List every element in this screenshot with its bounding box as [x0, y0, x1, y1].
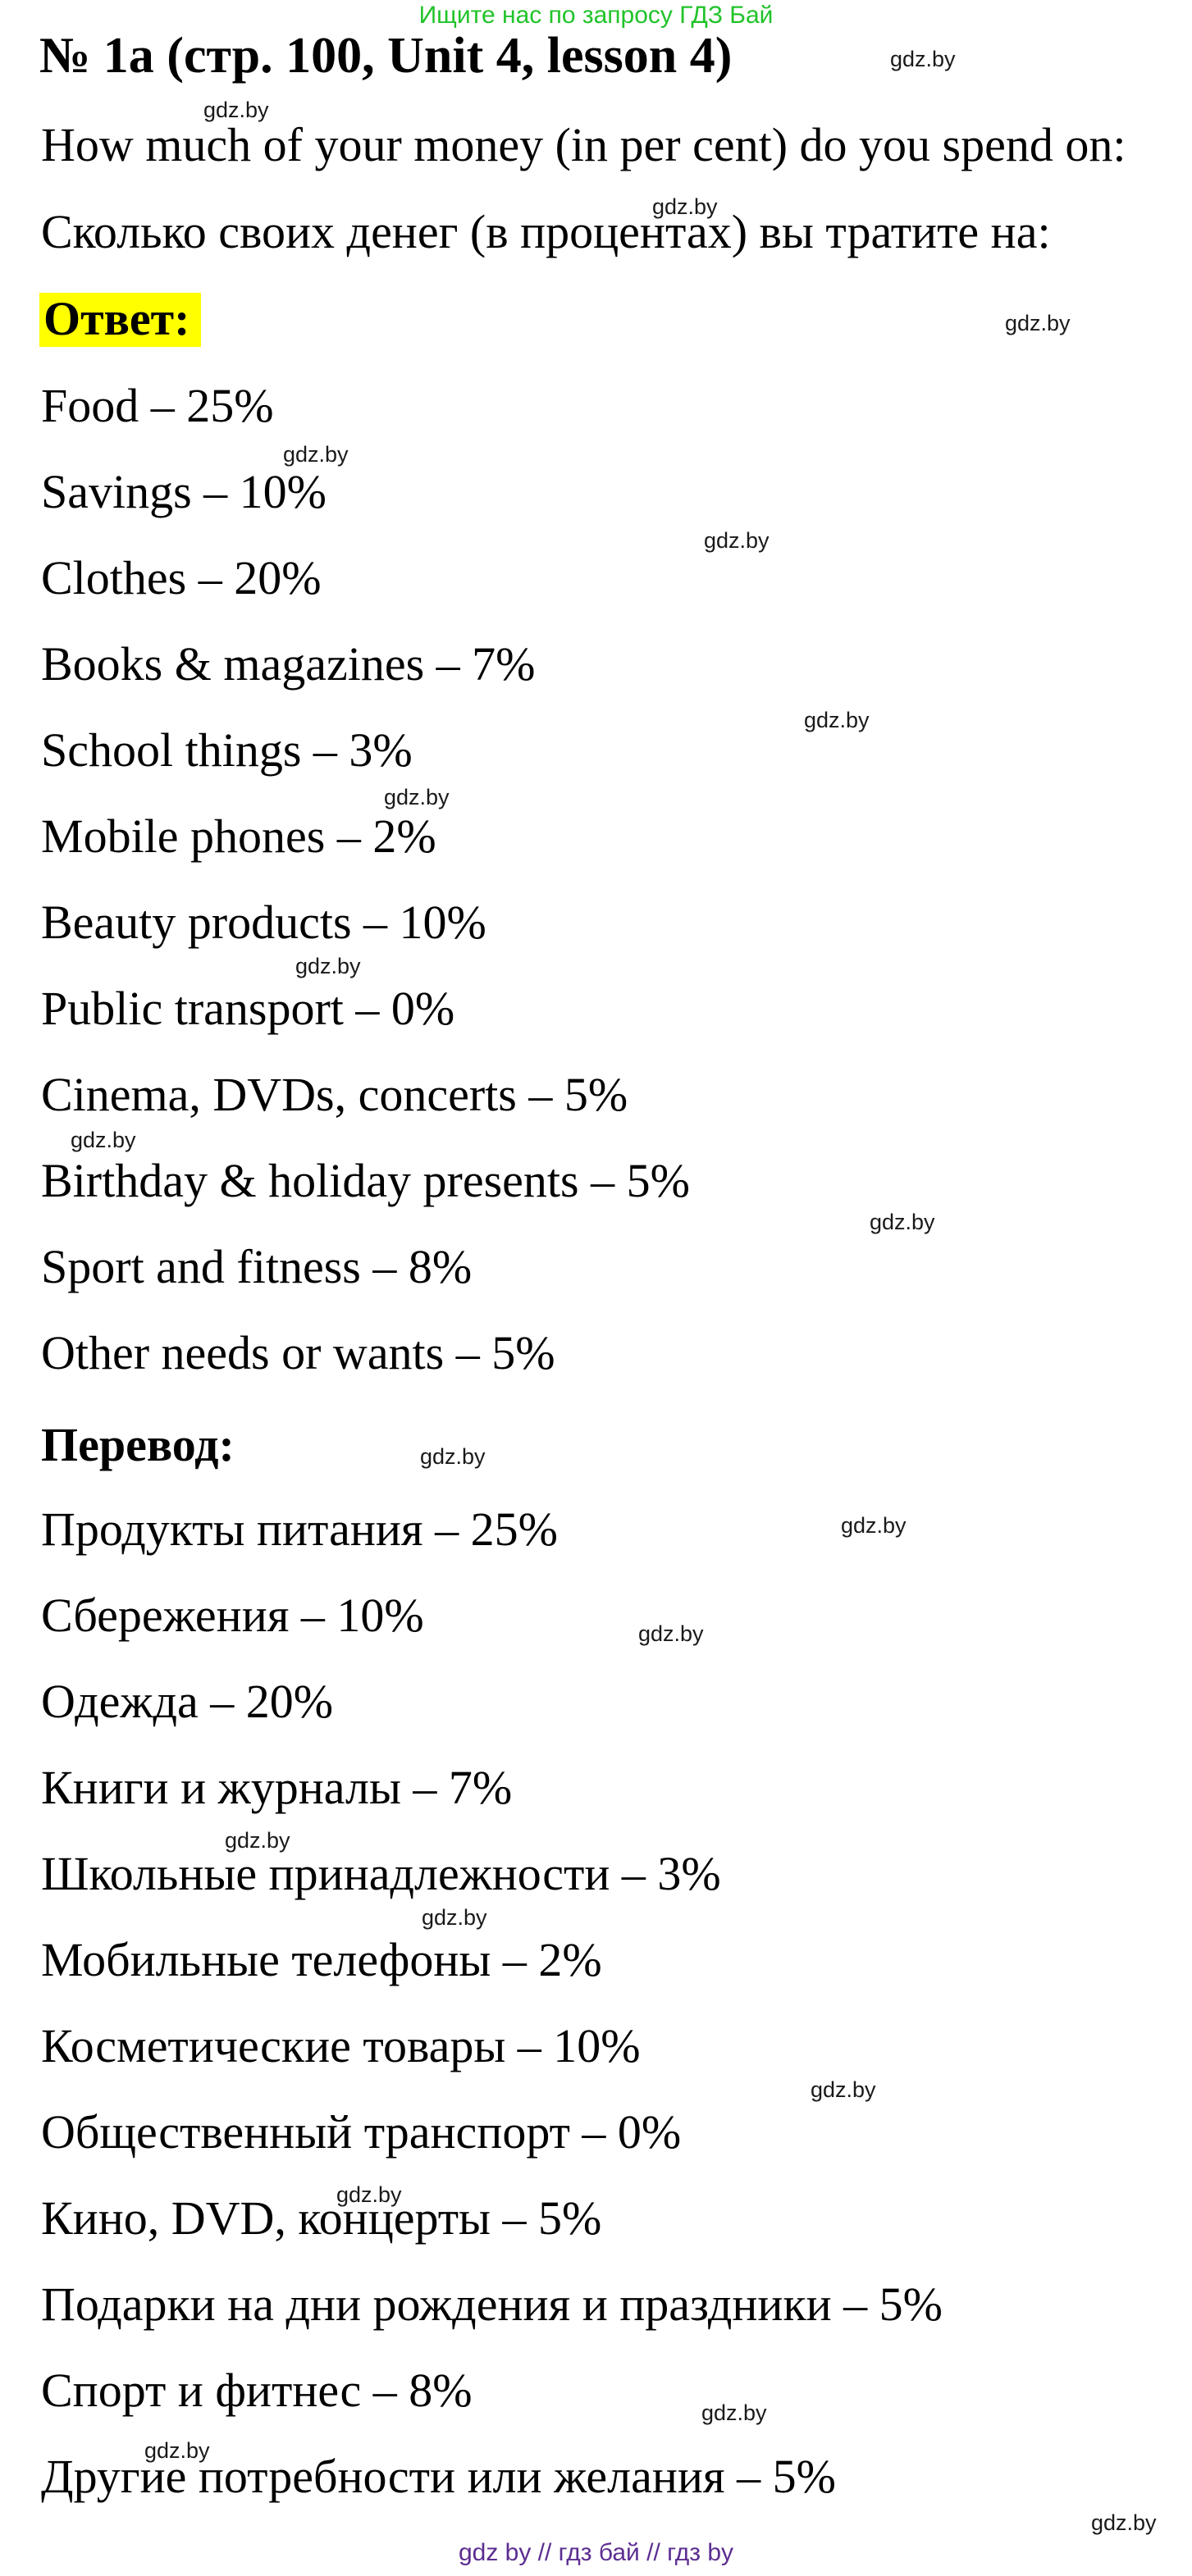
answer-en-cinema: Cinema, DVDs, concerts – 5% [41, 1068, 628, 1121]
answer-ru-savings: Сбережения – 10% [41, 1589, 424, 1642]
translation-label: Перевод: [41, 1418, 235, 1471]
answer-en-mobile: Mobile phones – 2% [41, 809, 436, 863]
gdzby-watermark: gdz.by [652, 194, 718, 219]
gdzby-watermark: gdz.by [841, 1513, 907, 1538]
gdzby-watermark: gdz.by [384, 785, 450, 809]
answer-en-presents: Birthday & holiday presents – 5% [41, 1154, 690, 1207]
answer-ru-cinema: Кино, DVD, концерты – 5% [41, 2191, 602, 2245]
answer-ru-beauty: Косметические товары – 10% [41, 2019, 641, 2072]
answer-ru-sport: Спорт и фитнес – 8% [41, 2364, 473, 2417]
gdzby-watermark: gdz.by [71, 1128, 136, 1152]
gdzby-watermark: gdz.by [225, 1828, 290, 1853]
gdzby-watermark: gdz.by [890, 47, 956, 71]
question-en: How much of your money (in per cent) do … [41, 118, 1126, 171]
page-title: № 1а (стр. 100, Unit 4, lesson 4) [39, 28, 733, 84]
gdzby-watermark: gdz.by [638, 1621, 704, 1646]
answer-ru-presents: Подарки на дни рождения и праздники – 5% [41, 2277, 943, 2331]
answer-ru-transport: Общественный транспорт – 0% [41, 2105, 682, 2159]
answer-en-beauty: Beauty products – 10% [41, 896, 486, 949]
answer-en-sport: Sport and fitness – 8% [41, 1240, 473, 1293]
gdzby-watermark: gdz.by [295, 954, 361, 978]
answer-ru-food: Продукты питания – 25% [41, 1502, 558, 1556]
gdzby-watermark: gdz.by [420, 1444, 486, 1469]
answer-en-other: Other needs or wants – 5% [41, 1326, 555, 1379]
answer-ru-school: Школьные принадлежности – 3% [41, 1847, 721, 1900]
answer-ru-mobile: Мобильные телефоны – 2% [41, 1933, 602, 1986]
gdzby-watermark: gdz.by [144, 2438, 210, 2463]
answer-en-school: School things – 3% [41, 723, 413, 777]
gdzby-watermark: gdz.by [811, 2077, 876, 2102]
gdzby-watermark: gdz.by [701, 2400, 767, 2425]
gdzby-watermark: gdz.by [422, 1905, 487, 1930]
answer-en-food: Food – 25% [41, 379, 274, 432]
answer-ru-clothes: Одежда – 20% [41, 1675, 334, 1728]
gdzby-watermark: gdz.by [336, 2182, 402, 2207]
gdzby-watermark: gdz.by [1091, 2510, 1157, 2535]
answer-en-clothes: Clothes – 20% [41, 551, 322, 604]
gdzby-watermark: gdz.by [704, 528, 770, 553]
answer-label: Ответ: [39, 293, 202, 347]
question-ru: Сколько своих денег (в процентах) вы тра… [41, 205, 1051, 258]
gdzby-watermark: gdz.by [1005, 311, 1071, 335]
answer-ru-other: Другие потребности или желания – 5% [41, 2450, 836, 2503]
gdzby-watermark: gdz.by [804, 708, 870, 732]
gdzby-watermark: gdz.by [203, 98, 269, 122]
gdzby-watermark: gdz.by [283, 442, 349, 467]
answer-en-savings: Savings – 10% [41, 465, 327, 518]
gdzby-watermark: gdz.by [870, 1210, 935, 1234]
answer-en-transport: Public transport – 0% [41, 982, 455, 1035]
promo-banner: Ищите нас по запросу ГДЗ Бай [418, 2, 774, 29]
answer-ru-books: Книги и журналы – 7% [41, 1761, 513, 1814]
footer-links: gdz by // гдз бай // гдз by [458, 2539, 734, 2566]
answer-en-books: Books & magazines – 7% [41, 637, 536, 691]
